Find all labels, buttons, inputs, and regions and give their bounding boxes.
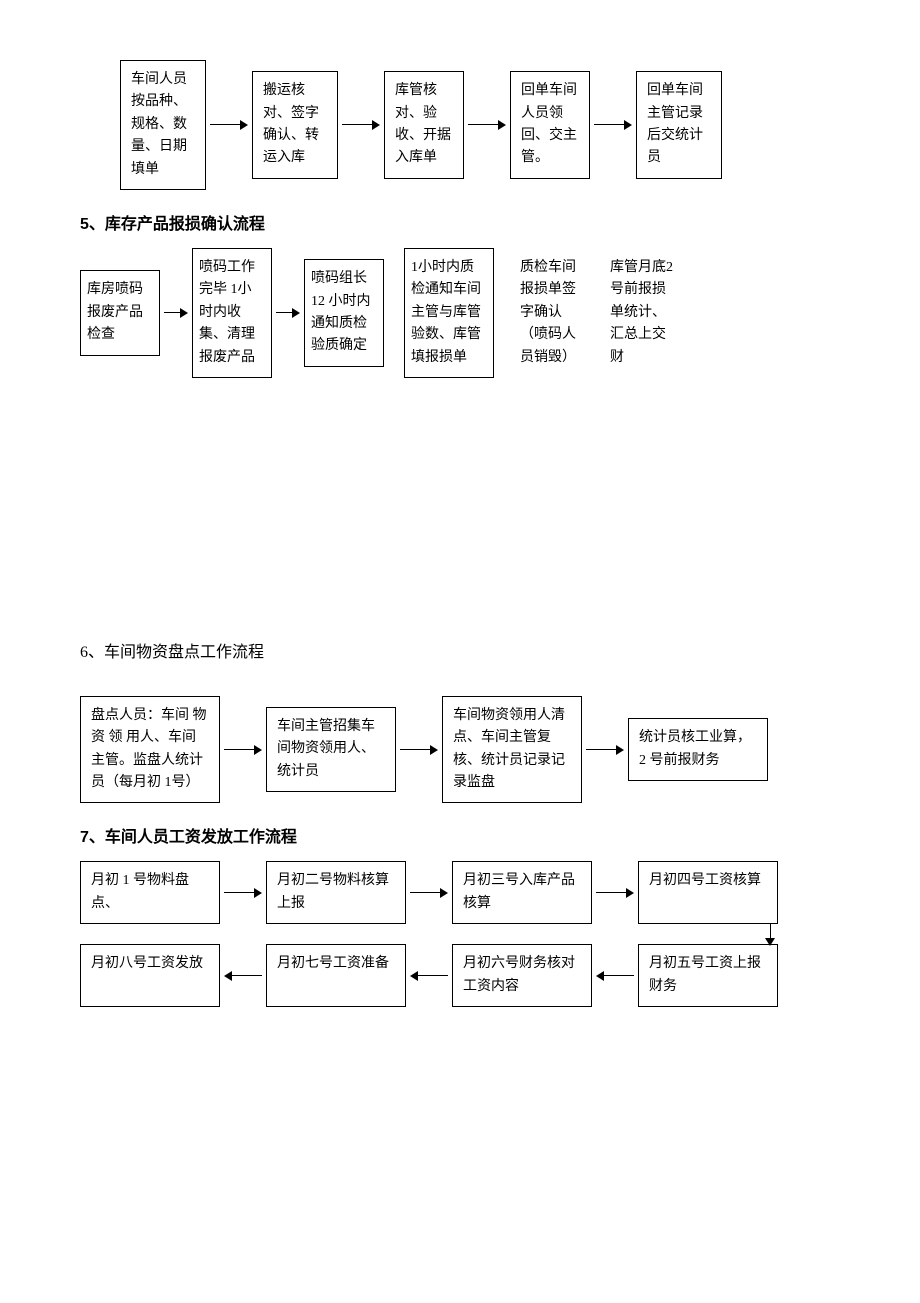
arrow-left-icon [596,944,634,1007]
flow-top: 车间人员按品种、规格、数量、日期填单 搬运核对、签字确认、转运入库 库管核对、验… [120,60,840,190]
flow-6: 盘点人员：车间 物 资 领 用人、车间主管。监盘人统计员（每月初 1号） 车间主… [80,696,840,804]
arrow-right-icon [164,308,188,318]
flow-5: 库房喷码报废产品检查 喷码工作完毕 1小时内收集、清理报废产品 喷码组长12 小… [80,248,840,378]
flow-box: 统计员核工业算，2 号前报财务 [628,718,768,781]
flow-box: 车间人员按品种、规格、数量、日期填单 [120,60,206,190]
flow-box: 库房喷码报废产品检查 [80,270,160,355]
flow-box: 月初五号工资上报财务 [638,944,778,1007]
flow-box: 月初二号物料核算上报 [266,861,406,924]
flow-box: 回单车间主管记录后交统计员 [636,71,722,179]
arrow-right-icon [586,745,624,755]
flow-box: 月初 1 号物料盘点、 [80,861,220,924]
flow-box: 月初七号工资准备 [266,944,406,1007]
arrow-right-icon [400,745,438,755]
flow-box: 质检车间报损单签字确认（喷码人员销毁） [514,249,594,377]
flow-box: 库管月底2号前报损单统计、汇总上交财 [604,249,684,377]
flow-box: 月初三号入库产品核算 [452,861,592,924]
arrow-right-icon [468,120,506,130]
section-7-title: 7、车间人员工资发放工作流程 [80,823,840,847]
flow-box: 月初八号工资发放 [80,944,220,1007]
flow-box: 1小时内质检通知车间主管与库管验数、库管填报损单 [404,248,494,378]
section-6-title: 6、车间物资盘点工作流程 [80,638,840,662]
arrow-left-icon [224,944,262,1007]
arrow-left-icon [410,944,448,1007]
arrow-right-icon [410,861,448,924]
flow-box: 回单车间人员领回、交主管。 [510,71,590,179]
flow-box: 月初六号财务核对工资内容 [452,944,592,1007]
flow-box: 盘点人员：车间 物 资 领 用人、车间主管。监盘人统计员（每月初 1号） [80,696,220,804]
arrow-right-icon [210,120,248,130]
arrow-right-icon [594,120,632,130]
flow-box: 车间主管招集车间物资领用人、统计员 [266,707,396,792]
section-5-title: 5、库存产品报损确认流程 [80,210,840,234]
arrow-right-icon [224,861,262,924]
arrow-right-icon [276,308,300,318]
arrow-right-icon [224,745,262,755]
arrow-right-icon [596,861,634,924]
flow-7: 月初 1 号物料盘点、 月初二号物料核算上报 月初三号入库产品核算 月初四号工资… [80,861,840,1007]
flow-box: 月初四号工资核算 [638,861,778,924]
arrow-right-icon [342,120,380,130]
flow-box: 车间物资领用人清点、车间主管复核、统计员记录记录监盘 [442,696,582,804]
flow-box: 库管核对、验收、开据入库单 [384,71,464,179]
flow-box: 喷码组长12 小时内通知质检验质确定 [304,259,384,367]
flow-box: 搬运核对、签字确认、转运入库 [252,71,338,179]
flow-box: 喷码工作完毕 1小时内收集、清理报废产品 [192,248,272,378]
